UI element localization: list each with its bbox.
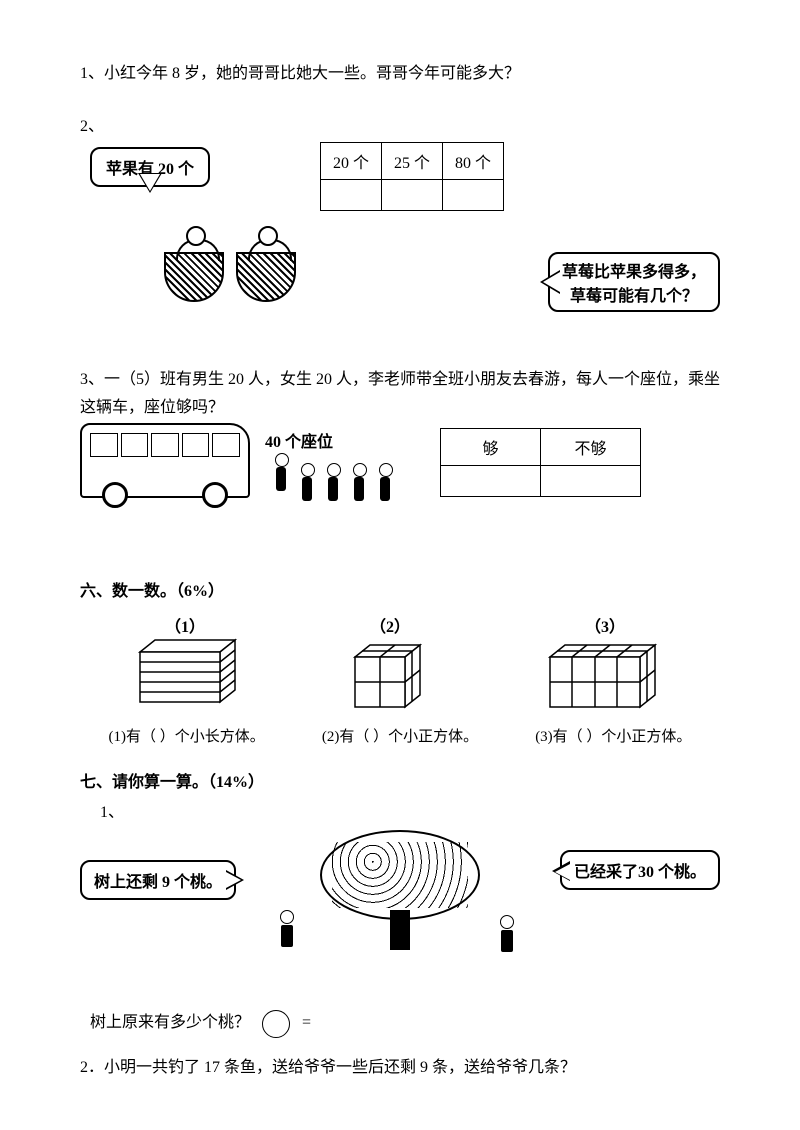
child-icon: [376, 463, 394, 503]
child-icon: [324, 463, 342, 503]
table-cell: 25 个: [382, 142, 443, 179]
apple-bubble-text: 苹果有 20 个: [106, 161, 194, 178]
equals-sign: =: [302, 1014, 311, 1031]
people-group-icon: [270, 453, 396, 508]
q3-options-table: 够 不够: [440, 428, 641, 497]
q2-options-table: 20 个 25 个 80 个: [320, 142, 504, 211]
seats-label: 40 个座位: [265, 428, 333, 452]
strawberry-speech-bubble: 草莓比苹果多得多， 草莓可能有几个？: [548, 252, 720, 312]
strawberry-bubble-line1: 草莓比苹果多得多，: [562, 258, 706, 282]
bus-icon: [80, 423, 250, 498]
q6-answer-1: (1)有（ ）个小长方体。: [109, 725, 265, 746]
fig-3: （3）: [540, 613, 670, 717]
table-cell: 20 个: [321, 142, 382, 179]
section-7-title: 七、请你算一算。（14%）: [80, 768, 720, 792]
tree-crown-icon: [320, 830, 480, 920]
section-6-title: 六、数一数。（6%）: [80, 577, 720, 601]
question-2: 2、 苹果有 20 个 20 个 25 个 80 个 草莓比苹果多得多， 草莓可…: [80, 113, 720, 342]
fig-3-label: （3）: [540, 613, 670, 637]
q7-sub1-label: 1、: [100, 798, 720, 822]
face-icon: [186, 226, 206, 246]
fig-2-label: （2）: [340, 613, 440, 637]
peach-left-bubble: 树上还剩 9 个桃。: [80, 860, 236, 900]
peach-right-bubble: 已经采了30 个桃。: [560, 850, 720, 890]
table-cell-blank[interactable]: [443, 179, 504, 210]
peach-tree-icon: [320, 830, 480, 950]
cube-4x2x2-icon: [540, 637, 670, 712]
strawberry-bubble-line2: 草莓可能有几个？: [562, 282, 706, 306]
q6-answer-3: (3)有（ ）个小正方体。: [535, 725, 691, 746]
table-row: 20 个 25 个 80 个: [321, 142, 504, 179]
q7-equation-line: 树上原来有多少个桃？ =: [80, 1008, 720, 1037]
q7-question-text: 树上原来有多少个桃？: [90, 1014, 250, 1031]
q7-figure-area: 树上还剩 9 个桃。 已经采了30 个桃。: [80, 830, 720, 1000]
child-right-icon: [500, 915, 514, 952]
q2-label: 2、: [80, 113, 720, 142]
question-3: 3、一（5）班有男生 20 人，女生 20 人，李老师带全班小朋友去春游，每人一…: [80, 366, 720, 554]
face-icon: [258, 226, 278, 246]
bus-windows-icon: [90, 433, 240, 457]
q6-figures-row: （1） （2） （3）: [80, 613, 720, 717]
table-cell: 不够: [541, 429, 641, 466]
q6-answers-row: (1)有（ ）个小长方体。 (2)有（ ）个小正方体。 (3)有（ ）个小正方体…: [80, 725, 720, 746]
table-row: 够 不够: [441, 429, 641, 466]
table-cell-blank[interactable]: [382, 179, 443, 210]
peach-right-text: 已经采了30 个桃。: [574, 864, 706, 881]
table-row: [321, 179, 504, 210]
table-cell-blank[interactable]: [441, 466, 541, 497]
child-icon: [298, 463, 316, 503]
q1-text: 1、小红今年 8 岁，她的哥哥比她大一些。哥哥今年可能多大？: [80, 60, 720, 89]
cube-2x2x2-icon: [340, 637, 440, 712]
teacher-icon: [272, 453, 290, 503]
stacked-cuboids-icon: [130, 637, 240, 707]
table-cell-blank[interactable]: [321, 179, 382, 210]
fig-1-label: （1）: [130, 613, 240, 637]
question-1: 1、小红今年 8 岁，她的哥哥比她大一些。哥哥今年可能多大？: [80, 60, 720, 89]
table-cell: 够: [441, 429, 541, 466]
basket-icon: [236, 252, 296, 302]
q7-sub2-text: 2．小明一共钓了 17 条鱼，送给爷爷一些后还剩 9 条，送给爷爷几条？: [80, 1054, 720, 1083]
q2-figure-area: 苹果有 20 个 20 个 25 个 80 个 草莓比苹果多得多， 草莓可能有几…: [80, 142, 720, 342]
baskets-illustration: [160, 252, 310, 332]
table-row: [441, 466, 641, 497]
q6-answer-2: (2)有（ ）个小正方体。: [322, 725, 478, 746]
q3-figure-area: 40 个座位 够 不够: [80, 423, 720, 553]
table-cell-blank[interactable]: [541, 466, 641, 497]
fig-1: （1）: [130, 613, 240, 717]
apple-speech-bubble: 苹果有 20 个: [90, 147, 210, 187]
fig-2: （2）: [340, 613, 440, 717]
basket-icon: [164, 252, 224, 302]
tree-trunk-icon: [390, 910, 410, 950]
operator-circle[interactable]: [262, 1010, 290, 1038]
q3-text: 3、一（5）班有男生 20 人，女生 20 人，李老师带全班小朋友去春游，每人一…: [80, 366, 720, 424]
table-cell: 80 个: [443, 142, 504, 179]
child-left-icon: [280, 910, 294, 947]
child-icon: [350, 463, 368, 503]
peach-left-text: 树上还剩 9 个桃。: [94, 874, 222, 891]
